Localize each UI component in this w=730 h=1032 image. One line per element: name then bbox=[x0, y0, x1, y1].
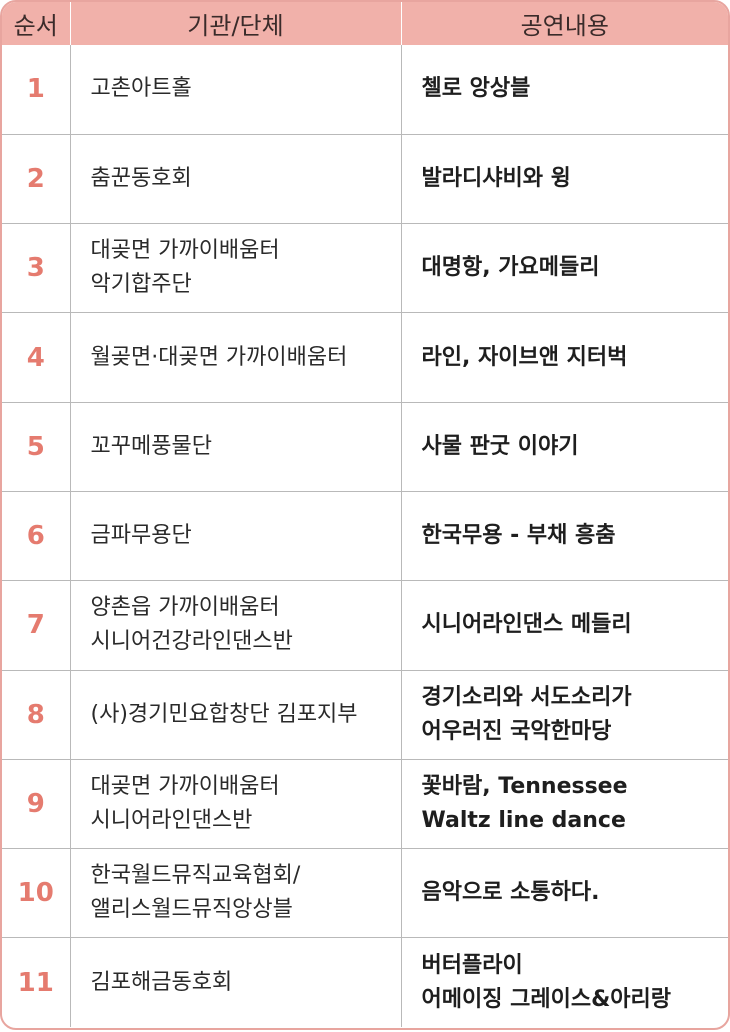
table-row: 3 대곶면 가까이배움터 악기합주단 대명항, 가요메들리 bbox=[2, 223, 728, 314]
organization-text: 월곶면·대곶면 가까이배움터 bbox=[90, 344, 348, 370]
organization-text: 양촌읍 가까이배움터 bbox=[90, 595, 280, 621]
performance-text: 대명항, 가요메들리 bbox=[421, 255, 600, 281]
organization-cell: 꼬꾸메풍물단 bbox=[70, 402, 402, 492]
organization-text: 시니어라인댄스반 bbox=[90, 808, 253, 834]
organization-text: 앨리스월드뮤직앙상블 bbox=[90, 897, 293, 923]
performance-text: 버터플라이 bbox=[421, 952, 523, 978]
organization-text: 금파무용단 bbox=[90, 523, 192, 549]
performance-cell: 발라디샤비와 윙 bbox=[401, 134, 728, 225]
table-row: 9 대곶면 가까이배움터 시니어라인댄스반 꽃바람, Tennessee Waltz l… bbox=[2, 759, 728, 850]
organization-text: 대곶면 가까이배움터 bbox=[90, 774, 280, 800]
organization-text: 악기합주단 bbox=[90, 272, 192, 298]
row-number: 9 bbox=[2, 759, 71, 850]
organization-text: 김포해금동호회 bbox=[90, 969, 233, 995]
header-organization: 기관/단체 bbox=[70, 2, 402, 45]
table-row: 7 양촌읍 가까이배움터 시니어건강라인댄스반 시니어라인댄스 메들리 bbox=[2, 580, 728, 671]
performance-text: 시니어라인댄스 메들리 bbox=[421, 612, 632, 638]
performance-text: 라인, 자이브앤 지터벅 bbox=[421, 344, 628, 370]
row-number: 1 bbox=[2, 45, 71, 135]
performance-text: 한국무용 - 부채 흥춤 bbox=[421, 523, 616, 549]
table-header-row: 순서 기관/단체 공연내용 bbox=[2, 2, 728, 45]
performance-cell: 라인, 자이브앤 지터벅 bbox=[401, 312, 728, 403]
table-row: 2 춤꾼동호회 발라디샤비와 윙 bbox=[2, 134, 728, 225]
organization-text: 시니어건강라인댄스반 bbox=[90, 629, 293, 655]
performance-text: 경기소리와 서도소리가 bbox=[421, 684, 632, 710]
performance-cell: 첼로 앙상블 bbox=[401, 45, 728, 135]
table-row: 10 한국월드뮤직교육협회/앨리스월드뮤직앙상블 음악으로 소통하다. bbox=[2, 848, 728, 939]
header-performance: 공연내용 bbox=[520, 12, 609, 40]
header-order: 순서 bbox=[2, 2, 71, 45]
organization-text: (사)경기민요합창단 김포지부 bbox=[90, 701, 358, 727]
performance-cell: 대명항, 가요메들리 bbox=[401, 223, 728, 314]
organization-cell: 금파무용단 bbox=[70, 491, 402, 582]
organization-cell: 한국월드뮤직교육협회/앨리스월드뮤직앙상블 bbox=[70, 848, 402, 939]
table-body: 1 고촌아트홀 첼로 앙상블 2 춤꾼동호회 발라디샤비와 윙 3 대곶면 가까이배움터 악기합… bbox=[2, 45, 728, 1028]
organization-text: 고촌아트홀 bbox=[90, 76, 192, 102]
performance-text: 꽃바람, Tennessee bbox=[421, 774, 628, 800]
performance-cell: 한국무용 - 부채 흥춤 bbox=[401, 491, 728, 582]
row-number: 4 bbox=[2, 312, 71, 403]
performance-cell: 시니어라인댄스 메들리 bbox=[401, 580, 728, 671]
performance-text: 발라디샤비와 윙 bbox=[421, 165, 571, 191]
performance-text: 첼로 앙상블 bbox=[421, 76, 531, 102]
performance-cell: 꽃바람, Tennessee Waltz line dance bbox=[401, 759, 728, 850]
performance-text: 어메이징 그레이스&아리랑 bbox=[421, 986, 672, 1012]
table-row: 4 월곶면·대곶면 가까이배움터 라인, 자이브앤 지터벅 bbox=[2, 312, 728, 403]
organization-cell: 월곶면·대곶면 가까이배움터 bbox=[70, 312, 402, 403]
row-number: 2 bbox=[2, 134, 71, 225]
organization-cell: 김포해금동호회 bbox=[70, 937, 402, 1028]
table-row: 6 금파무용단 한국무용 - 부채 흥춤 bbox=[2, 491, 728, 582]
organization-text: 대곶면 가까이배움터 bbox=[90, 238, 280, 264]
row-number: 3 bbox=[2, 223, 71, 314]
organization-text: 한국월드뮤직교육협회/ bbox=[90, 863, 301, 889]
organization-cell: (사)경기민요합창단 김포지부 bbox=[70, 670, 402, 760]
row-number: 10 bbox=[2, 848, 71, 939]
row-number: 6 bbox=[2, 491, 71, 582]
row-number: 8 bbox=[2, 670, 71, 760]
performance-text: 어우러진 국악한마당 bbox=[421, 718, 612, 744]
table-row: 5 꼬꾸메풍물단 사물 판굿 이야기 bbox=[2, 402, 728, 492]
performance-text: Waltz line dance bbox=[421, 808, 626, 834]
organization-text: 춤꾼동호회 bbox=[90, 165, 192, 191]
performance-cell: 음악으로 소통하다. bbox=[401, 848, 728, 939]
row-number: 11 bbox=[2, 937, 71, 1028]
table-row: 1 고촌아트홀 첼로 앙상블 bbox=[2, 45, 728, 135]
row-number: 5 bbox=[2, 402, 71, 492]
organization-cell: 춤꾼동호회 bbox=[70, 134, 402, 225]
performance-cell: 사물 판굿 이야기 bbox=[401, 402, 728, 492]
performance-text: 음악으로 소통하다. bbox=[421, 880, 600, 906]
organization-cell: 고촌아트홀 bbox=[70, 45, 402, 135]
organization-text: 꼬꾸메풍물단 bbox=[90, 433, 212, 459]
performance-text: 사물 판굿 이야기 bbox=[421, 433, 579, 459]
row-number: 7 bbox=[2, 580, 71, 671]
